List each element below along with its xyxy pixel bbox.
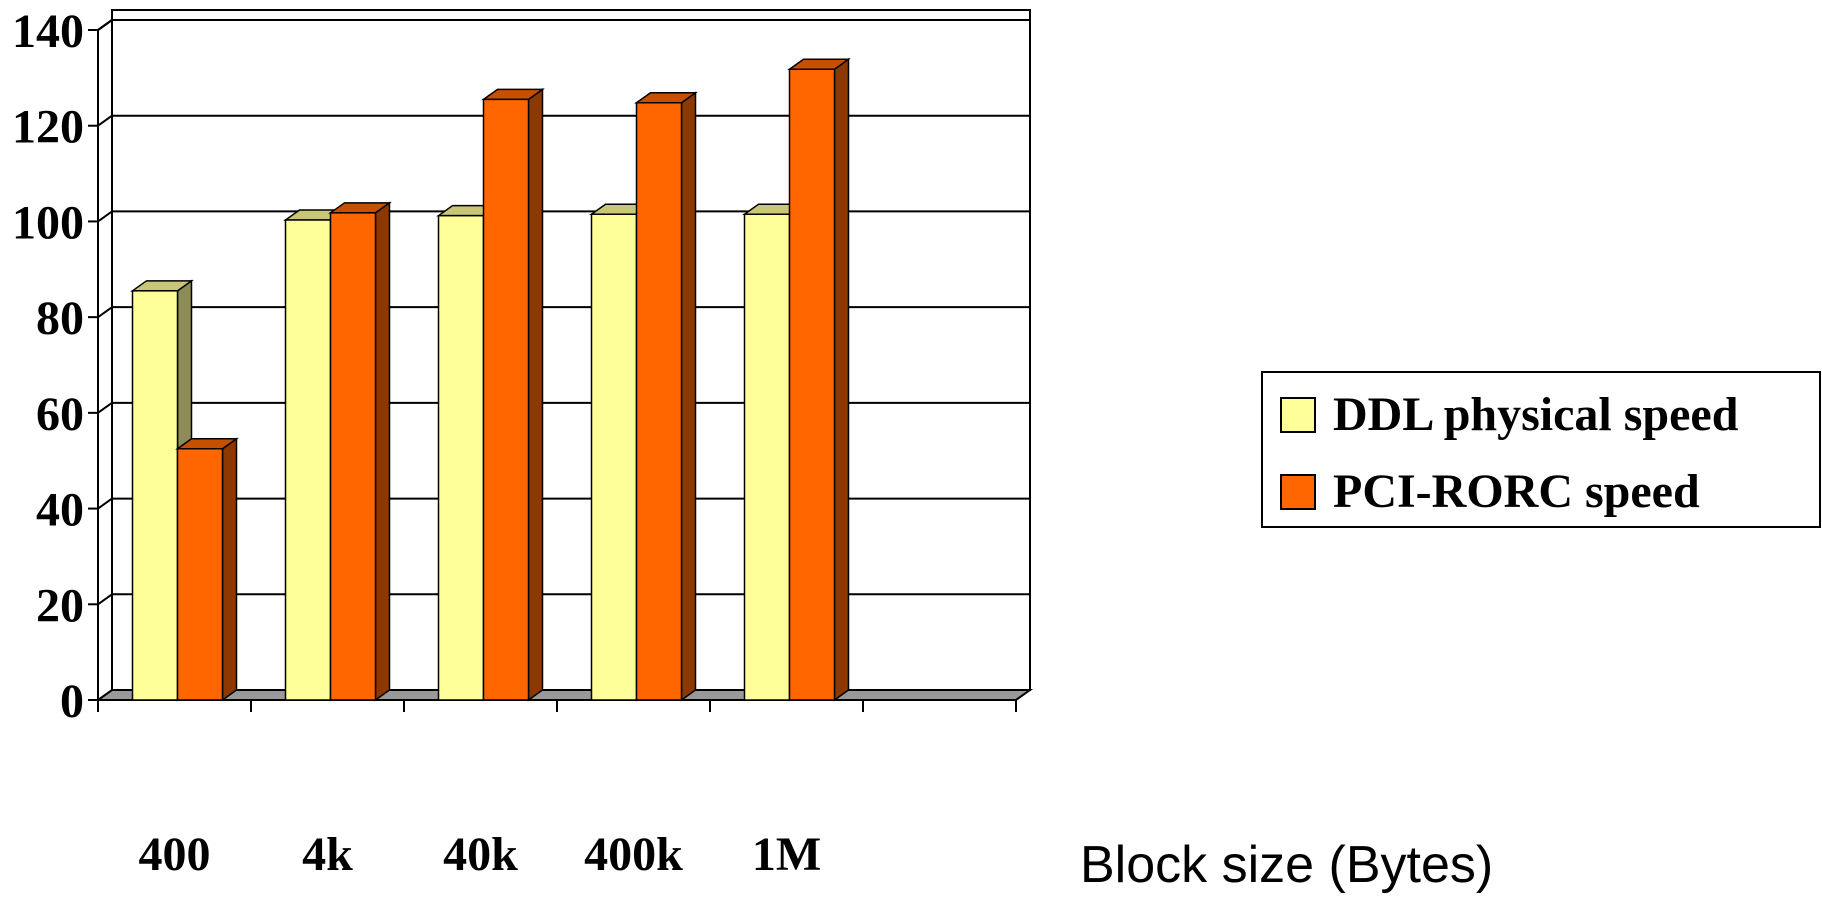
chart-floor (98, 690, 1030, 700)
legend-swatch-ddl (1281, 398, 1315, 432)
bar-pci-400 (178, 439, 237, 700)
legend-label-pci: PCI-RORC speed (1333, 465, 1700, 518)
x-tick-label: 40k (443, 828, 518, 881)
y-tick-label: 140 (12, 5, 84, 58)
y-tick-label: 60 (36, 388, 84, 441)
chart-walls (112, 10, 1030, 690)
gridline-side (98, 594, 112, 604)
x-tick-label: 4k (302, 828, 353, 881)
bar-side (376, 203, 390, 700)
legend: DDL physical speed PCI-RORC speed (1262, 372, 1820, 527)
gridline-side (98, 211, 112, 221)
floor-plane (98, 690, 1030, 700)
y-axis-top-edge (98, 20, 112, 30)
y-tick-label: 120 (12, 101, 84, 154)
bar-front (745, 214, 790, 700)
legend-label-ddl: DDL physical speed (1333, 388, 1739, 441)
bar-side (223, 439, 237, 700)
x-axis-title: Block size (Bytes) (1080, 836, 1493, 894)
bar-pci-40k (484, 89, 543, 700)
bar-side (835, 59, 849, 700)
y-axis-ticks: 0 20 40 60 80 100 120 140 (12, 5, 98, 728)
y-tick-label: 0 (60, 675, 84, 728)
bar-side (682, 93, 696, 700)
y-tick-label: 40 (36, 484, 84, 537)
bar-front (484, 99, 529, 700)
x-axis-ticks: 400 4k 40k 400k 1M (98, 700, 1016, 881)
gridline-side (98, 499, 112, 509)
bar-front (637, 103, 682, 700)
bar-front (331, 213, 376, 700)
back-wall (112, 10, 1030, 690)
legend-swatch-pci (1281, 475, 1315, 509)
gridline-side (98, 403, 112, 413)
x-tick-label: 400k (584, 828, 683, 881)
bar-front (439, 216, 484, 700)
gridline-side (98, 116, 112, 126)
bar-pci-400k (637, 93, 696, 700)
x-tick-label: 400 (139, 828, 211, 881)
bar-pci-1M (790, 59, 849, 700)
bar-front (790, 69, 835, 700)
x-tick-label: 1M (752, 828, 821, 881)
y-tick-label: 100 (12, 196, 84, 249)
bar-front (592, 214, 637, 700)
bar-front (178, 449, 223, 700)
y-tick-label: 80 (36, 292, 84, 345)
bar-pci-4k (331, 203, 390, 700)
bar-front (286, 220, 331, 700)
y-tick-label: 20 (36, 579, 84, 632)
bar-front (133, 291, 178, 700)
gridline-side (98, 307, 112, 317)
bar-side (529, 89, 543, 700)
